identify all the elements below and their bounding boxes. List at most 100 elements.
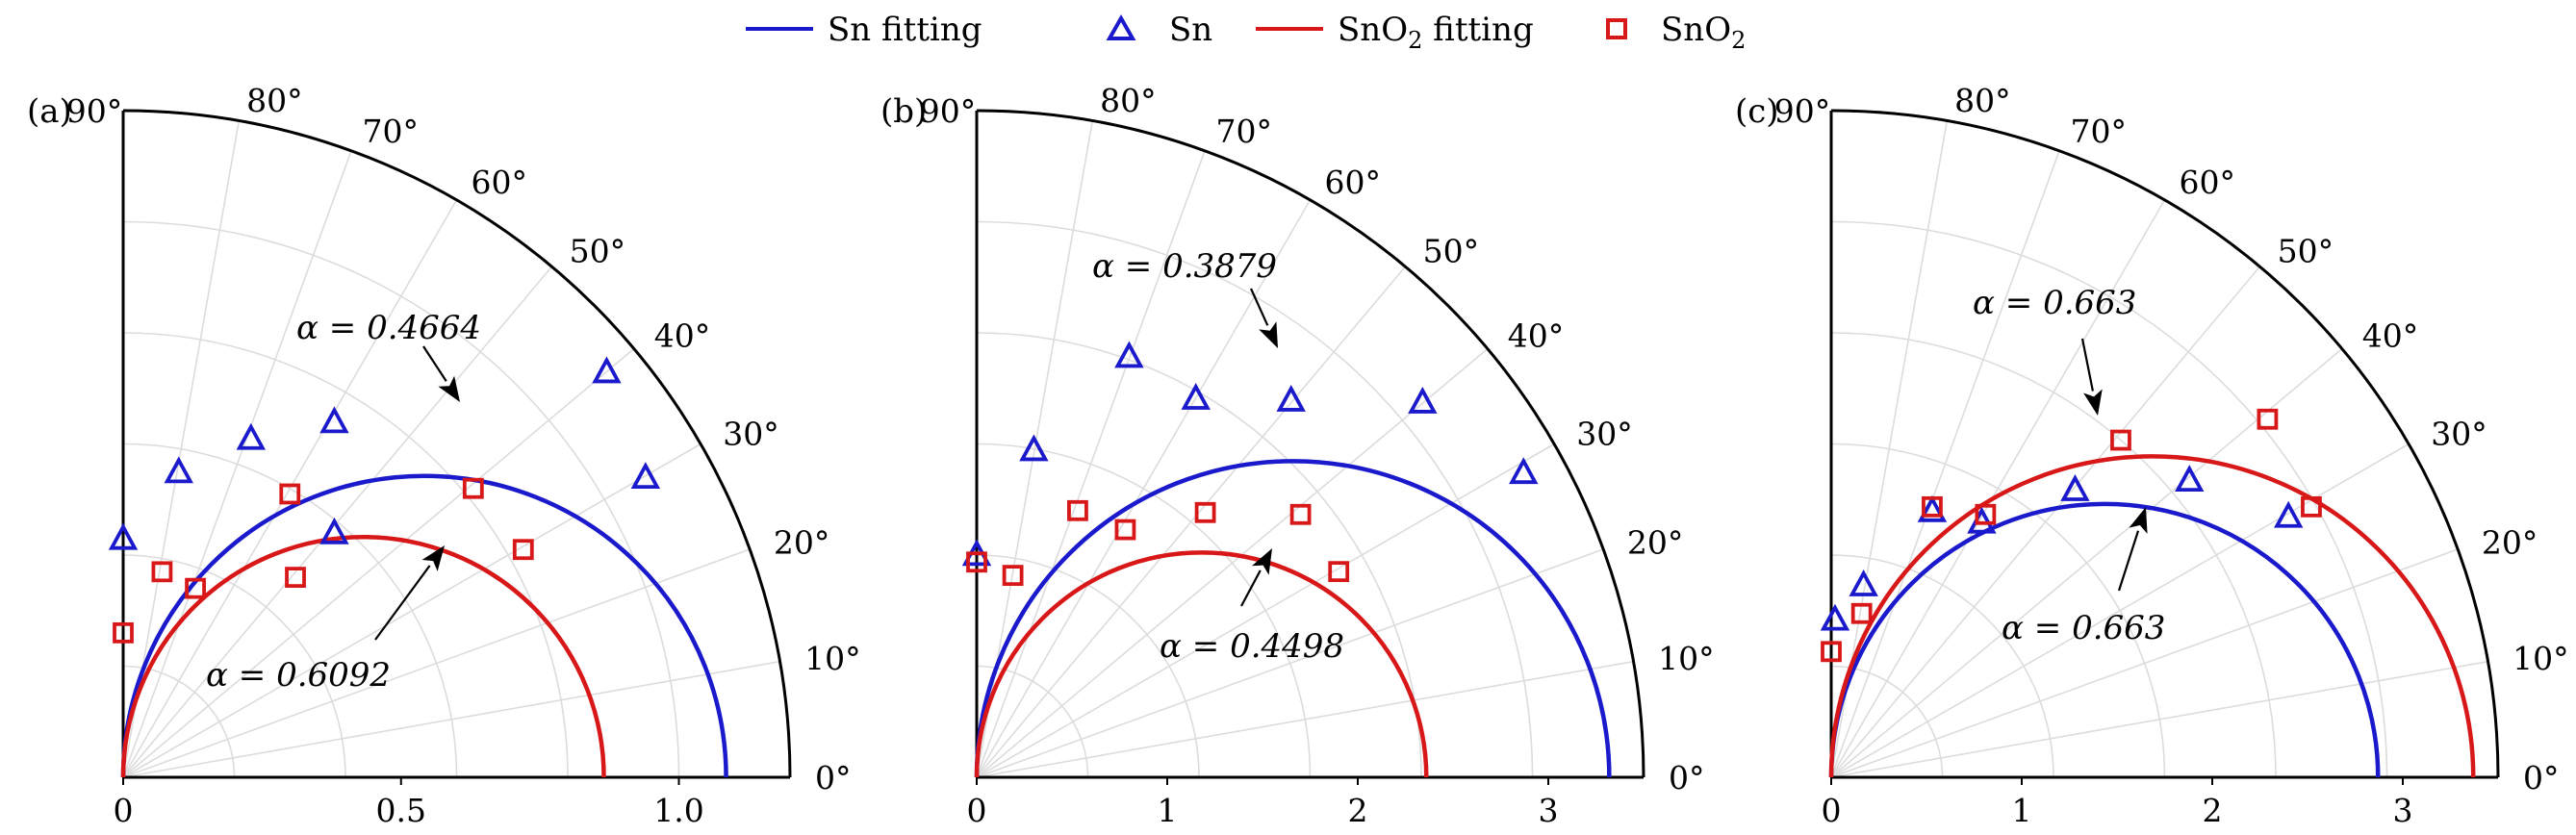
sn-data-point — [1019, 434, 1049, 462]
sno2-data-point — [2257, 408, 2279, 430]
sno2-data-point — [1821, 641, 1842, 663]
grid-ring — [122, 220, 680, 778]
sno2-data-point — [1289, 503, 1312, 525]
annotation-arrow-shaft — [1240, 569, 1262, 607]
sno2-data-point — [1328, 561, 1350, 583]
angle-tick-label: 10° — [2512, 640, 2569, 677]
sno2-data-point — [462, 477, 484, 499]
angle-tick-label: 10° — [1658, 640, 1715, 677]
r-tick-label: 1.0 — [653, 792, 703, 829]
grid-spoke — [976, 443, 1555, 778]
alpha-annotation: α = 0.4498 — [1160, 627, 1344, 666]
outer-arc — [976, 109, 1645, 778]
alpha-annotation: α = 0.3879 — [1092, 247, 1277, 286]
legend-item-4: SnO2​ — [1606, 11, 1746, 54]
grid-ring — [1830, 554, 2054, 778]
annotation-arrow-shaft — [2080, 338, 2094, 392]
legend-label: Sn fitting — [828, 11, 982, 49]
legend-item-1: Sn fitting — [746, 11, 982, 49]
annotation-arrow-shaft — [2117, 530, 2140, 592]
panel-label: (c) — [1735, 92, 1779, 131]
grid-spoke — [976, 150, 1206, 778]
grid-spoke — [976, 660, 1634, 778]
sno2-data-point — [1922, 495, 1943, 518]
sn-fit-curve — [974, 459, 1612, 778]
grid-spoke — [122, 150, 352, 778]
angle-tick-label: 50° — [570, 232, 626, 269]
sno2-fit-curve — [1828, 454, 2476, 778]
sno2-data-point — [2301, 495, 2322, 518]
legend-item-2: Sn — [1106, 11, 1212, 49]
sn-fit-curve — [1828, 501, 2381, 778]
sno2-data-point — [966, 551, 987, 573]
angle-tick-label: 90° — [66, 92, 123, 130]
r-tick-label: 1 — [1158, 792, 1178, 829]
sno2-data-point — [151, 561, 173, 583]
sno2-fit-curve — [974, 550, 1429, 778]
angle-tick-label: 80° — [1954, 82, 2011, 119]
annotation-arrow-shaft — [1249, 288, 1269, 326]
sn-data-point — [319, 517, 349, 544]
grid-ring — [1830, 443, 2166, 778]
grid-spoke — [122, 266, 553, 778]
r-tick-label: 2 — [2203, 792, 2223, 829]
grid-spoke — [122, 660, 780, 778]
alpha-annotation: α = 0.4664 — [296, 309, 481, 347]
polar-grid — [1830, 120, 2488, 778]
legend-label: Sn — [1169, 11, 1212, 49]
sno2-data-point — [1850, 602, 1873, 624]
angle-tick-label: 60° — [2180, 164, 2236, 201]
legend-triangle-swatch — [1106, 13, 1136, 40]
grid-spoke — [976, 266, 1407, 778]
sn-data-point — [592, 356, 622, 384]
sno2-data-point — [1114, 519, 1136, 541]
grid-ring — [976, 554, 1200, 778]
grid-ring — [976, 220, 1534, 778]
sn-data-point — [1509, 457, 1539, 485]
sn-data-point — [319, 406, 349, 434]
r-tick-label: 2 — [1348, 792, 1368, 829]
annotation-arrow-head — [2129, 507, 2148, 534]
grid-ring — [976, 443, 1312, 778]
grid-spoke — [1830, 347, 2343, 778]
sn-data-point — [164, 456, 193, 484]
grid-spoke — [976, 199, 1312, 778]
legend: Sn fitting Sn SnO2​ fitting SnO2​ — [746, 11, 1746, 54]
annotation-arrow-head — [421, 545, 445, 571]
annotation-arrow-shaft — [422, 345, 447, 382]
sno2-data-point — [279, 483, 301, 505]
sn-data-point — [1917, 494, 1948, 522]
grid-ring — [1830, 332, 2277, 778]
grid-spoke — [122, 199, 458, 778]
r-tick-label: 3 — [2393, 792, 2413, 829]
sno2-data-point — [113, 621, 134, 644]
sno2-data-point — [1067, 499, 1088, 521]
grid-spoke — [976, 548, 1604, 778]
sn-data-point — [1849, 569, 1878, 596]
angle-tick-label: 20° — [2482, 523, 2538, 561]
alpha-annotation: α = 0.663 — [2002, 609, 2165, 647]
sn-data-point — [2175, 465, 2205, 493]
r-tick-label: 1 — [2012, 792, 2032, 829]
grid-ring — [1830, 220, 2388, 778]
sn-data-point — [108, 522, 139, 550]
angle-tick-label: 20° — [774, 523, 830, 561]
sno2-data-point — [512, 539, 534, 561]
grid-ring — [122, 554, 346, 778]
sno2-data-point — [1975, 503, 1997, 525]
grid-spoke — [122, 548, 751, 778]
chart-panel-1: 0 0.5 1.0 0° 10° 20° 30° 40° 50° 60° 70° 80° 90°(a) α… — [27, 82, 861, 829]
sn-data-point — [1820, 603, 1850, 631]
grid-spoke — [1830, 150, 2060, 778]
sn-data-point — [2060, 474, 2090, 501]
legend-label: SnO2​ fitting — [1338, 11, 1534, 54]
grid-ring — [976, 665, 1089, 778]
sn-data-point — [236, 422, 267, 450]
r-tick-label: 0 — [1822, 792, 1842, 829]
grid-spoke — [122, 443, 701, 778]
angle-tick-label: 60° — [1325, 164, 1382, 201]
angle-tick-label: 40° — [654, 316, 711, 354]
angle-tick-label: 40° — [2362, 316, 2419, 354]
legend-square-swatch — [1606, 18, 1627, 39]
